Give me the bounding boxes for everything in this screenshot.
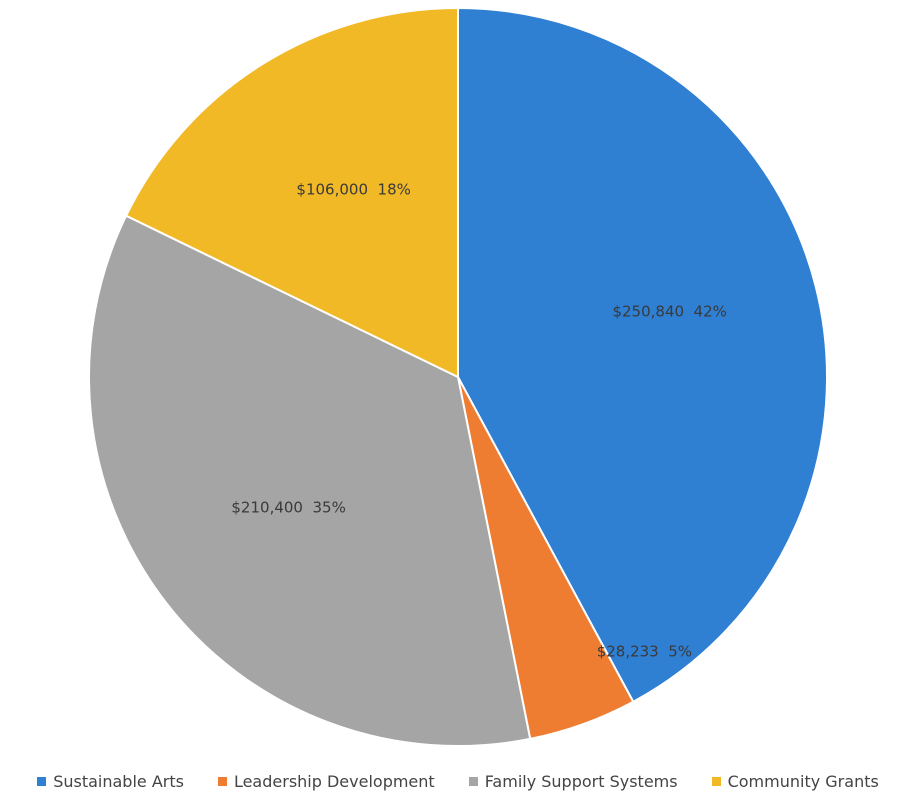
- pie-slice-sustainable-arts: [457, 6, 828, 704]
- chart-legend: Sustainable Arts Leadership Development Fa…: [0, 768, 916, 794]
- pie-chart-svg: $250,840 42% $28,233 5% $210,400 35% $106,0…: [88, 6, 828, 747]
- legend-swatch: [37, 776, 47, 786]
- legend-label: Community Grants: [727, 771, 879, 791]
- legend-label: Sustainable Arts: [53, 771, 184, 791]
- legend-label: Leadership Development: [233, 771, 435, 791]
- legend-item: Sustainable Arts: [37, 772, 184, 791]
- data-label-community-grants: $106,000 18%: [296, 181, 410, 199]
- legend-swatch: [217, 776, 227, 786]
- pie-slice-community-grants: [124, 6, 459, 379]
- legend-label: Family Support Systems: [484, 771, 678, 791]
- legend-item: Leadership Development: [217, 771, 435, 791]
- data-label-sustainable-arts: $250,840 42%: [612, 303, 726, 321]
- data-label-family-support-systems: $210,400 35%: [231, 498, 345, 516]
- legend-swatch: [711, 776, 721, 786]
- pie-slice-family-support-systems: [88, 214, 532, 747]
- legend-item: Family Support Systems: [468, 771, 678, 791]
- data-label-leadership-development: $28,233 5%: [597, 642, 692, 660]
- legend-item: Community Grants: [711, 771, 879, 791]
- legend-swatch: [468, 776, 478, 786]
